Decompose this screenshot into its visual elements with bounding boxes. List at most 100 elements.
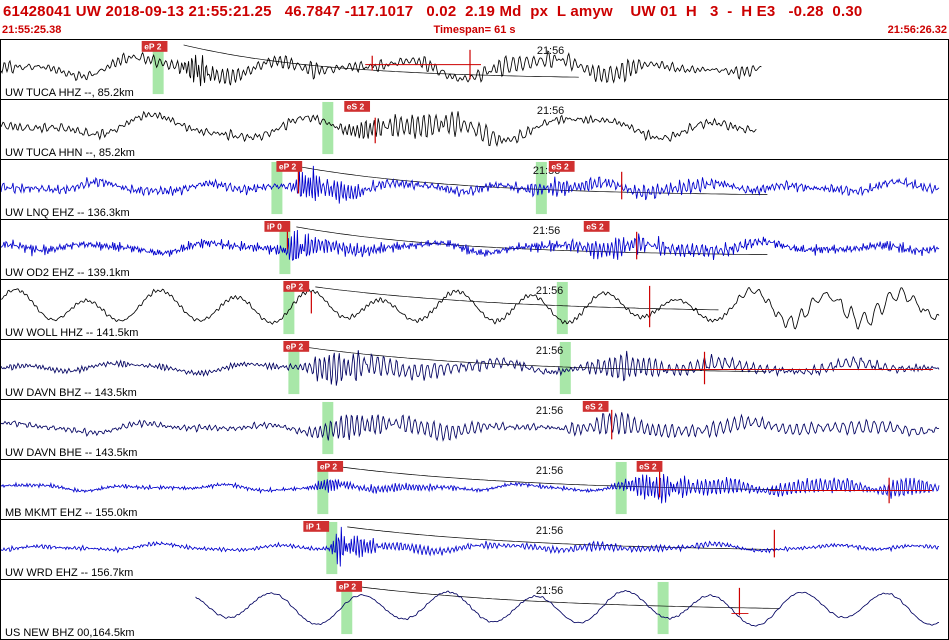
waveform-canvas[interactable]: 21:56 eP 2 eS 2 [1, 460, 948, 519]
phase-pick-label: eS 2 [551, 161, 569, 171]
minute-label: 21:56 [537, 105, 564, 117]
trace-row: 21:56 iP 0 eS 2 UW OD2 EHZ -- 139.1km [1, 220, 948, 280]
trace-label: UW DAVN BHZ -- 143.5km [5, 387, 137, 399]
trace-label: UW DAVN BHE -- 143.5km [5, 447, 138, 459]
phase-pick-flag[interactable] [636, 460, 663, 472]
seismic-trace [195, 590, 940, 627]
phase-pick-flag[interactable] [583, 220, 610, 232]
phase-pick-flag[interactable] [582, 400, 609, 412]
pick-window-highlight[interactable] [271, 161, 283, 215]
phase-pick-label: eS 2 [585, 401, 603, 411]
coda-decay-curve [300, 166, 768, 195]
pick-window-highlight[interactable] [283, 281, 295, 335]
minute-label: 21:56 [533, 165, 560, 177]
coda-decay-curve [347, 526, 779, 550]
timespan-label: Timespan= 61 s [433, 24, 516, 36]
minute-label: 21:56 [536, 525, 563, 537]
phase-pick-label: eS 2 [586, 221, 604, 231]
trace-label: US NEW BHZ 00,164.5km [5, 627, 135, 639]
trace-label: UW OD2 EHZ -- 139.1km [5, 267, 130, 279]
minute-label: 21:56 [536, 465, 563, 477]
minute-label: 21:56 [536, 345, 563, 357]
pick-window-highlight[interactable] [559, 341, 571, 395]
phase-pick-flag[interactable] [141, 40, 168, 52]
seismic-trace [1, 412, 940, 442]
trace-row: 21:56 eP 2 eS 2 MB MKMT EHZ -- 155.0km [1, 460, 948, 520]
minute-label: 21:56 [536, 285, 563, 297]
phase-pick-label: iP 0 [267, 221, 282, 231]
waveform-canvas[interactable]: 21:56 eP 2 [1, 340, 948, 399]
phase-pick-flag[interactable] [264, 220, 291, 232]
seismic-trace [1, 110, 757, 147]
minute-label: 21:56 [533, 225, 560, 237]
phase-pick-flag[interactable] [283, 340, 310, 352]
waveform-canvas[interactable]: 21:56 iP 0 eS 2 [1, 220, 948, 279]
trace-row: 21:56 eP 2 UW WOLL HHZ -- 141.5km [1, 280, 948, 340]
phase-pick-label: iP 1 [306, 521, 321, 531]
seismic-trace [1, 350, 940, 386]
trace-row: 21:56 eP 2 UW DAVN BHZ -- 143.5km [1, 340, 948, 400]
time-axis-header: 21:55:25.38 Timespan= 61 s 21:56:26.32 [0, 22, 949, 39]
waveform-canvas[interactable]: 21:56 eP 2 [1, 580, 948, 639]
trace-label: UW TUCA HHZ --, 85.2km [5, 87, 134, 99]
pick-window-highlight[interactable] [556, 281, 568, 335]
seismic-trace [1, 473, 940, 504]
trace-row: 21:56 iP 1 UW WRD EHZ -- 156.7km [1, 520, 948, 580]
phase-pick-flag[interactable] [336, 580, 363, 592]
coda-decay-curve [340, 466, 780, 490]
waveform-canvas[interactable]: 21:56 eP 2 [1, 40, 948, 99]
phase-pick-label: eP 2 [320, 461, 338, 471]
coda-decay-curve [315, 286, 719, 311]
coda-decay-curve [360, 586, 780, 609]
trace-label: UW TUCA HHN --, 85.2km [5, 147, 135, 159]
pick-window-highlight[interactable] [322, 101, 334, 155]
minute-label: 21:56 [536, 405, 563, 417]
pick-window-highlight[interactable] [152, 41, 164, 95]
phase-pick-label: eP 2 [339, 581, 357, 591]
waveform-canvas[interactable]: 21:56 eP 2 [1, 280, 948, 339]
pick-window-highlight[interactable] [322, 401, 334, 455]
coda-decay-curve [296, 226, 768, 255]
coda-decay-curve [183, 44, 579, 78]
trace-label: UW WRD EHZ -- 156.7km [5, 567, 134, 579]
seismic-trace [1, 526, 940, 567]
phase-pick-label: eP 2 [286, 281, 304, 291]
event-header: 61428041 UW 2018-09-13 21:55:21.25 46.78… [3, 3, 863, 20]
phase-pick-label: eP 2 [144, 41, 162, 51]
phase-pick-label: eP 2 [279, 161, 297, 171]
phase-pick-flag[interactable] [317, 460, 344, 472]
phase-pick-flag[interactable] [276, 160, 303, 172]
trace-panel: 21:56 eP 2 UW TUCA HHZ --, 85.2km 21:56 eS… [0, 39, 949, 640]
phase-pick-flag[interactable] [283, 280, 310, 292]
seismic-trace [1, 50, 762, 87]
trace-row: 21:56 eS 2 UW TUCA HHN --, 85.2km [1, 100, 948, 160]
pick-window-highlight[interactable] [615, 461, 627, 515]
phase-pick-label: eS 2 [639, 461, 657, 471]
trace-row: 21:56 eS 2 UW DAVN BHE -- 143.5km [1, 400, 948, 460]
waveform-canvas[interactable]: 21:56 eP 2 eS 2 [1, 160, 948, 219]
pick-window-highlight[interactable] [279, 221, 291, 275]
trace-label: UW WOLL HHZ -- 141.5km [5, 327, 139, 339]
phase-pick-label: eS 2 [347, 101, 365, 111]
trace-label: UW LNQ EHZ -- 136.3km [5, 207, 130, 219]
waveform-canvas[interactable]: 21:56 eS 2 [1, 100, 948, 159]
minute-label: 21:56 [536, 585, 563, 597]
trace-row: 21:56 eP 2 UW TUCA HHZ --, 85.2km [1, 40, 948, 100]
trace-label: MB MKMT EHZ -- 155.0km [5, 507, 138, 519]
phase-pick-label: eP 2 [286, 341, 304, 351]
seismic-trace [1, 165, 940, 204]
pick-window-highlight[interactable] [341, 581, 353, 635]
phase-pick-flag[interactable] [344, 100, 371, 112]
trace-row: 21:56 eP 2 eS 2 UW LNQ EHZ -- 136.3km [1, 160, 948, 220]
waveform-canvas[interactable]: 21:56 iP 1 [1, 520, 948, 579]
phase-pick-flag[interactable] [303, 520, 330, 532]
seismic-trace [1, 287, 940, 330]
pick-window-highlight[interactable] [657, 581, 669, 635]
phase-pick-flag[interactable] [548, 160, 575, 172]
window-end-time: 21:56:26.32 [887, 24, 947, 36]
coda-decay-curve [303, 346, 767, 373]
trace-row: 21:56 eP 2 US NEW BHZ 00,164.5km [1, 580, 948, 640]
window-start-time: 21:55:25.38 [2, 24, 62, 36]
waveform-canvas[interactable]: 21:56 eS 2 [1, 400, 948, 459]
